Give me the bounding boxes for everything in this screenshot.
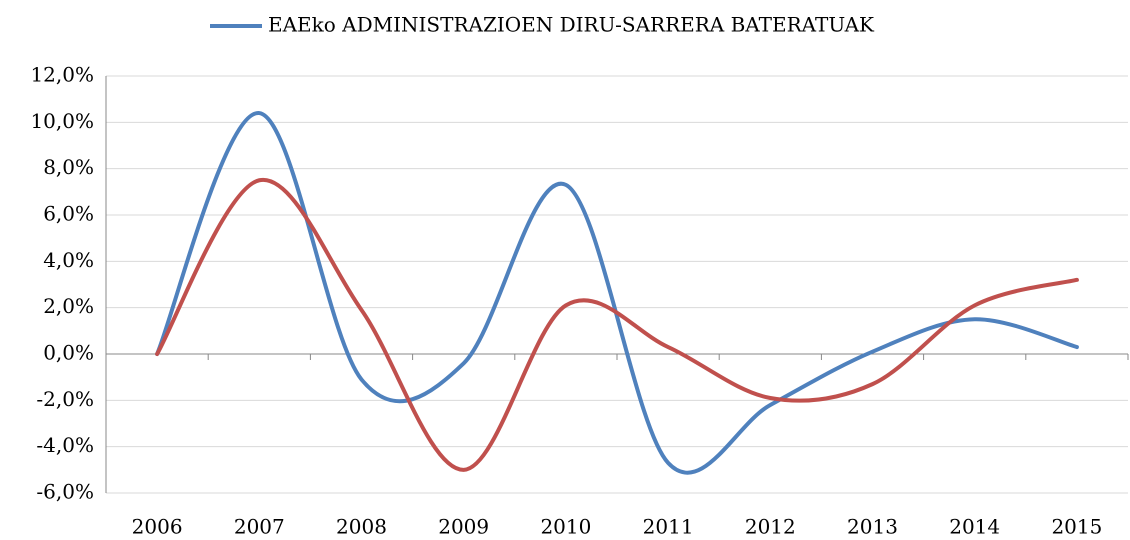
x-tick-label: 2011 [643,515,694,539]
y-tick-label: 0,0% [43,341,94,365]
legend-label: EAEko ADMINISTRAZIOEN DIRU-SARRERA BATER… [268,13,875,37]
y-tick-label: 2,0% [43,294,94,318]
x-tick-label: 2010 [540,515,591,539]
x-tick-label: 2013 [847,515,898,539]
series-line [155,111,1079,475]
y-tick-label: -6,0% [36,480,94,504]
x-tick-label: 2014 [949,515,1000,539]
y-tick-label: 6,0% [43,202,94,226]
y-tick-label: -2,0% [36,387,94,411]
x-tick-label: 2006 [132,515,183,539]
y-tick-label: 8,0% [43,155,94,179]
x-tick-label: 2009 [438,515,489,539]
y-tick-label: 12,0% [30,63,94,87]
y-tick-label: 10,0% [30,109,94,133]
x-tick-label: 2012 [745,515,796,539]
y-tick-label: 4,0% [43,248,94,272]
series-line [155,178,1079,472]
y-tick-label: -4,0% [36,433,94,457]
x-tick-label: 2008 [336,515,387,539]
x-tick-label: 2007 [234,515,285,539]
x-tick-label: 2015 [1051,515,1102,539]
